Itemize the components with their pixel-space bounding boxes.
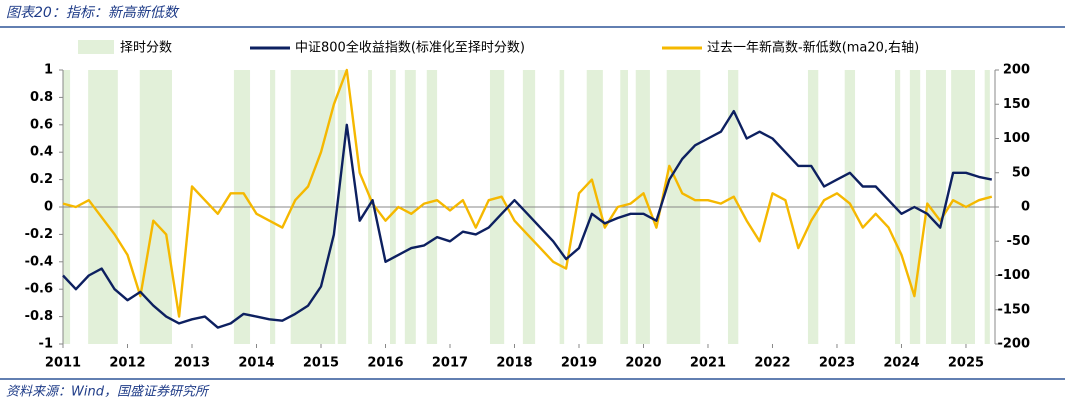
series-line xyxy=(62,68,993,318)
x-tick-label: 2012 xyxy=(109,356,145,371)
legend-label: 择时分数 xyxy=(120,41,172,56)
y2-tick-label: -200 xyxy=(997,337,1030,352)
x-tick-label: 2016 xyxy=(367,356,403,371)
x-tick-label: 2014 xyxy=(238,356,274,371)
x-tick-label: 2023 xyxy=(819,356,855,371)
x-tick-label: 2011 xyxy=(45,356,81,371)
y2-tick-label: 150 xyxy=(1003,97,1030,112)
x-tick-label: 2021 xyxy=(690,356,726,371)
x-tick-label: 2022 xyxy=(754,356,790,371)
y-tick-label: 0.4 xyxy=(30,145,53,160)
y-tick-label: -0.6 xyxy=(25,282,53,297)
y-tick-label: 0.2 xyxy=(30,172,53,187)
source: 资料来源：Wind，国盛证券研究所 xyxy=(6,384,210,400)
legend-swatch xyxy=(78,40,114,54)
y-tick-label: -0.4 xyxy=(25,254,53,269)
y-tick-label: 1 xyxy=(44,63,53,78)
legend-label: 中证800全收益指数(标准化至择时分数) xyxy=(295,40,525,56)
x-tick-label: 2018 xyxy=(496,356,532,371)
y2-tick-label: 100 xyxy=(1003,131,1030,146)
x-tick-label: 2013 xyxy=(174,356,210,371)
x-tick-label: 2019 xyxy=(561,356,597,371)
y2-tick-label: -50 xyxy=(1007,234,1031,249)
x-tick-label: 2020 xyxy=(625,356,661,371)
legend-label: 过去一年新高数-新低数(ma20,右轴) xyxy=(707,40,919,56)
y2-tick-label: 50 xyxy=(1012,165,1030,180)
y2-tick-label: 200 xyxy=(1003,63,1030,78)
y-tick-label: -0.2 xyxy=(25,227,53,242)
x-tick-label: 2015 xyxy=(303,356,339,371)
y2-tick-label: 0 xyxy=(1021,200,1030,215)
y2-tick-label: -150 xyxy=(997,302,1030,317)
series-line xyxy=(62,109,993,329)
x-tick-label: 2017 xyxy=(432,356,468,371)
x-tick-label: 2025 xyxy=(948,356,984,371)
y-tick-label: 0.8 xyxy=(30,90,53,105)
x-tick-label: 2024 xyxy=(883,356,919,371)
y-tick-label: 0 xyxy=(44,200,53,215)
page-title: 图表20：指标：新高新低数 xyxy=(6,5,180,21)
y-tick-label: -1 xyxy=(39,337,53,352)
y-tick-label: -0.8 xyxy=(25,309,53,324)
y-tick-label: 0.6 xyxy=(30,117,53,132)
y2-tick-label: -100 xyxy=(997,268,1030,283)
